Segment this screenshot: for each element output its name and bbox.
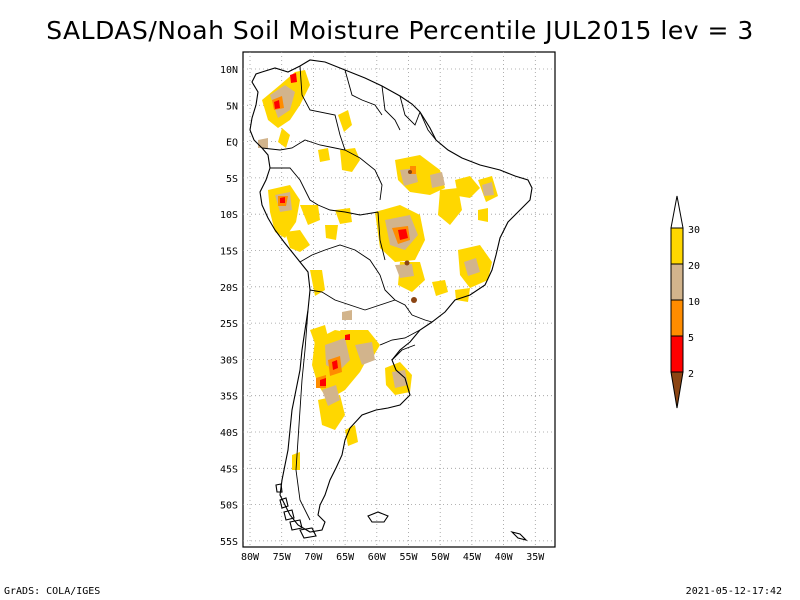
- lon-label: 50W: [431, 552, 450, 563]
- lat-label: 10N: [220, 65, 238, 76]
- lon-label: 35W: [526, 552, 545, 563]
- colorbar-label-5: 5: [688, 333, 694, 344]
- gridlines: [243, 52, 555, 547]
- lat-label: 50S: [220, 501, 238, 512]
- lon-label: 40W: [495, 552, 514, 563]
- lon-label: 60W: [368, 552, 387, 563]
- colorbar-above-30: [670, 195, 684, 229]
- lat-label: 40S: [220, 428, 238, 439]
- colorbar-label-2: 2: [688, 369, 694, 380]
- falkland-islands: [367, 511, 389, 523]
- lat-label: 25S: [220, 319, 238, 330]
- colorbar-5-10: [670, 299, 684, 337]
- colorbar-10-20: [670, 263, 684, 301]
- colorbar-below-2: [670, 371, 684, 409]
- lon-label: 45W: [463, 552, 482, 563]
- timestamp: 2021-05-12-17:42: [685, 586, 782, 597]
- map-title: SALDAS/Noah Soil Moisture Percentile JUL…: [46, 16, 754, 45]
- coastline: [249, 59, 533, 533]
- lat-label: 30S: [220, 355, 238, 366]
- latitude-labels: 10N 5N EQ 5S 10S 15S 20S 25S 30S 35S 40S 45S 50S 55S: [220, 65, 238, 548]
- lon-label: 70W: [304, 552, 323, 563]
- lat-label: EQ: [226, 138, 238, 149]
- longitude-labels: 80W 75W 70W 65W 60W 55W 50W 45W 40W 35W: [241, 552, 545, 563]
- colorbar-label-10: 10: [688, 297, 700, 308]
- colorbar-2-5: [670, 335, 684, 373]
- lon-label: 65W: [336, 552, 355, 563]
- lat-label: 15S: [220, 247, 238, 258]
- south-georgia: [510, 530, 528, 542]
- lon-label: 80W: [241, 552, 260, 563]
- lat-label: 20S: [220, 283, 238, 294]
- lat-label: 10S: [220, 210, 238, 221]
- moisture-shading: [258, 70, 498, 470]
- lat-label: 45S: [220, 464, 238, 475]
- country-borders: [261, 65, 437, 521]
- colorbar: 30 20 10 5 2: [670, 195, 700, 409]
- lat-label: 35S: [220, 392, 238, 403]
- colorbar-20-30: [670, 227, 684, 265]
- lat-label: 55S: [220, 537, 238, 548]
- lat-label: 5S: [226, 174, 238, 185]
- lon-label: 75W: [273, 552, 292, 563]
- map-frame: [242, 51, 556, 548]
- colorbar-label-30: 30: [688, 225, 700, 236]
- colorbar-label-20: 20: [688, 261, 700, 272]
- lon-label: 55W: [399, 552, 418, 563]
- chile-islands: [275, 483, 317, 539]
- grads-credit: GrADS: COLA/IGES: [4, 586, 101, 597]
- lat-label: 5N: [226, 101, 238, 112]
